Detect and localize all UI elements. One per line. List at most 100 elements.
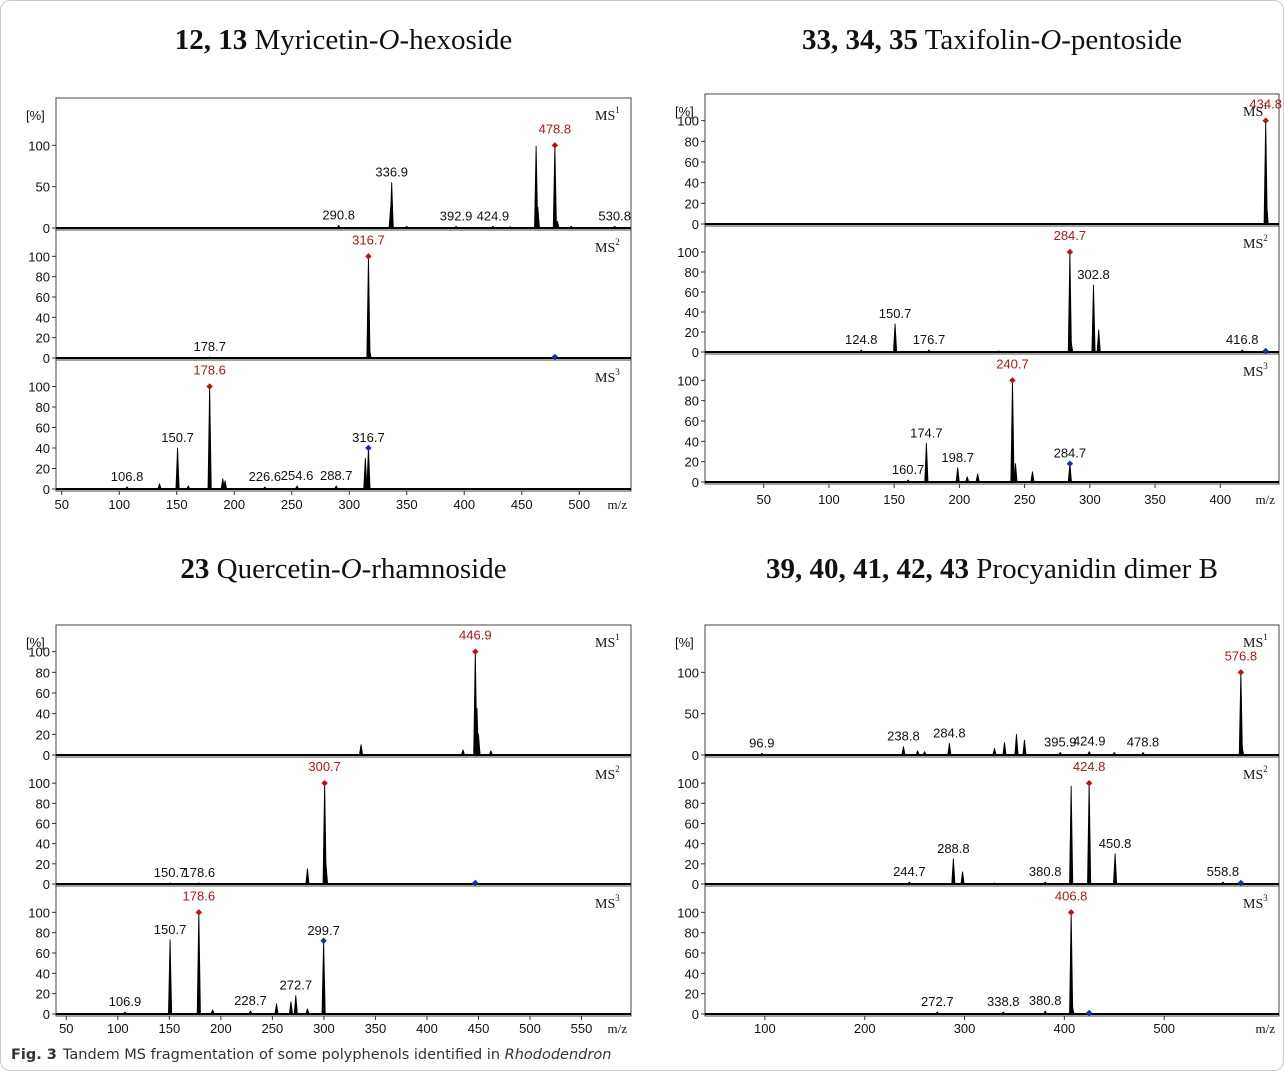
y-tick-label: 80 <box>685 926 699 941</box>
peak <box>476 733 481 756</box>
y-tick-label: 100 <box>677 776 699 791</box>
precursor-marker <box>206 383 213 390</box>
ms-stage-order: 1 <box>1263 101 1268 111</box>
precursor-ion-label: 178.6 <box>193 363 226 378</box>
peak <box>334 485 339 490</box>
x-tick-label: 300 <box>954 1021 976 1036</box>
peak <box>1264 202 1269 225</box>
peak <box>569 225 574 229</box>
peak-label: 150.7 <box>161 430 194 445</box>
peak <box>901 746 906 756</box>
peak-label: 450.8 <box>1099 836 1132 851</box>
y-tick-label: 60 <box>685 285 699 300</box>
peak <box>947 742 952 756</box>
precursor-ion-label: 178.6 <box>183 888 216 903</box>
x-tick-label: 150 <box>158 1021 180 1036</box>
peak-label: 316.7 <box>352 430 385 445</box>
peak <box>404 225 409 229</box>
parent-ion-marker <box>551 353 559 361</box>
precursor-marker <box>1085 779 1093 787</box>
y-tick-label: 40 <box>685 434 699 449</box>
x-tick-label: 250 <box>262 1021 284 1036</box>
precursor-ion-label: 424.8 <box>1073 759 1106 774</box>
chart-title-compounds: 23 <box>180 553 209 585</box>
figure-caption: Fig. 3 Tandem MS fragmentation of some po… <box>11 1047 611 1063</box>
peak <box>1069 785 1074 885</box>
plot-frame <box>55 97 632 492</box>
peak <box>1067 463 1072 483</box>
x-axis-label: m/z <box>608 497 628 512</box>
precursor-marker <box>1009 377 1016 384</box>
ms-stage-label: MS2 <box>1243 764 1268 783</box>
precursor-ion-label: 434.8 <box>1249 97 1282 112</box>
ms-stage-prefix: MS <box>595 897 615 912</box>
ms-stage-prefix: MS <box>1243 897 1263 912</box>
peak <box>893 323 898 353</box>
y-tick-label: 40 <box>36 441 50 456</box>
ms-stage-prefix: MS <box>1243 636 1263 651</box>
peak <box>207 356 212 359</box>
chart-title-compounds: 39, 40, 41, 42, 43 <box>766 553 969 585</box>
peak-label: 478.8 <box>1127 735 1160 750</box>
chart-title-name: Quercetin- <box>209 553 340 585</box>
chart-title-compounds: 12, 13 <box>175 24 248 56</box>
chart-title-italic: O <box>1040 24 1061 56</box>
y-tick-label: 60 <box>36 946 50 961</box>
x-tick-label: 450 <box>468 1021 490 1036</box>
y-tick-label: 40 <box>685 176 699 191</box>
peak <box>1058 752 1063 756</box>
peak-label: 272.7 <box>280 978 313 993</box>
peak-label: 416.8 <box>1226 332 1259 347</box>
x-tick-label: 350 <box>365 1021 387 1036</box>
peak <box>1070 1005 1075 1015</box>
peak <box>992 882 997 885</box>
y-tick-label: 20 <box>36 987 50 1002</box>
peak <box>759 752 764 756</box>
peak <box>321 940 326 1015</box>
ms-stage-order: 1 <box>1263 632 1268 642</box>
x-tick-label: 400 <box>416 1021 438 1036</box>
chart-2: 33, 34, 35 Taxifolin-O-pentoside02040608… <box>675 24 1282 507</box>
ms-stage-prefix: MS <box>1243 768 1263 783</box>
y-tick-label: 60 <box>685 414 699 429</box>
y-tick-label: 20 <box>685 857 699 872</box>
ms-panel-3: 0 20 40 60 80 100 MS3 272.7 338.8 380.8 406.8 <box>677 885 1279 1022</box>
x-axis-label: m/z <box>1256 492 1276 507</box>
precursor-marker <box>365 253 372 260</box>
y-tick-label: 20 <box>685 325 699 340</box>
peak <box>223 480 228 490</box>
peak <box>1087 751 1092 756</box>
peak <box>975 473 980 483</box>
peak <box>175 447 180 490</box>
chart-title: 33, 34, 35 Taxifolin-O-pentoside <box>802 24 1182 56</box>
y-tick-label: 40 <box>685 305 699 320</box>
peak <box>535 206 540 229</box>
ms-stage-prefix: MS <box>595 768 615 783</box>
peak-label: 178.6 <box>183 865 216 880</box>
ms-stage-prefix: MS <box>595 371 615 386</box>
peak <box>1043 881 1048 885</box>
y-axis-label: [%] <box>675 635 694 650</box>
precursor-ion-label: 406.8 <box>1055 888 1088 903</box>
peak-label: 124.8 <box>845 332 878 347</box>
x-tick-label: 300 <box>313 1021 335 1036</box>
y-axis-label: [%] <box>26 635 45 650</box>
x-tick-label: 350 <box>1144 492 1166 507</box>
ms-stage-prefix: MS <box>595 109 615 124</box>
chart-title-suffix: -pentoside <box>1061 24 1182 56</box>
chart-title: 39, 40, 41, 42, 43 Procyanidin dimer B <box>766 553 1218 585</box>
peak <box>1112 752 1117 756</box>
peak-label: 238.8 <box>887 729 920 744</box>
y-tick-label: 80 <box>36 796 50 811</box>
precursor-marker <box>195 909 203 916</box>
x-tick-label: 50 <box>756 492 770 507</box>
x-tick-label: 550 <box>571 1021 593 1036</box>
y-tick-label: 100 <box>677 373 699 388</box>
peak <box>951 858 956 885</box>
peak <box>358 744 364 756</box>
peak-label: 150.7 <box>154 865 187 880</box>
ms-stage-label: MS1 <box>595 105 620 124</box>
y-tick-label: 60 <box>36 686 50 701</box>
peak <box>490 225 495 229</box>
